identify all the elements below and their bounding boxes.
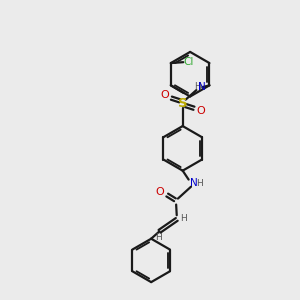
Text: O: O <box>197 106 206 116</box>
Text: Cl: Cl <box>184 57 194 67</box>
Text: H: H <box>196 178 203 188</box>
Text: O: O <box>156 187 164 197</box>
Text: O: O <box>160 91 169 100</box>
Text: N: N <box>198 82 206 92</box>
Text: H: H <box>194 82 201 91</box>
Text: N: N <box>190 178 198 188</box>
Text: H: H <box>180 214 187 223</box>
Text: S: S <box>178 97 188 110</box>
Text: H: H <box>155 233 162 242</box>
